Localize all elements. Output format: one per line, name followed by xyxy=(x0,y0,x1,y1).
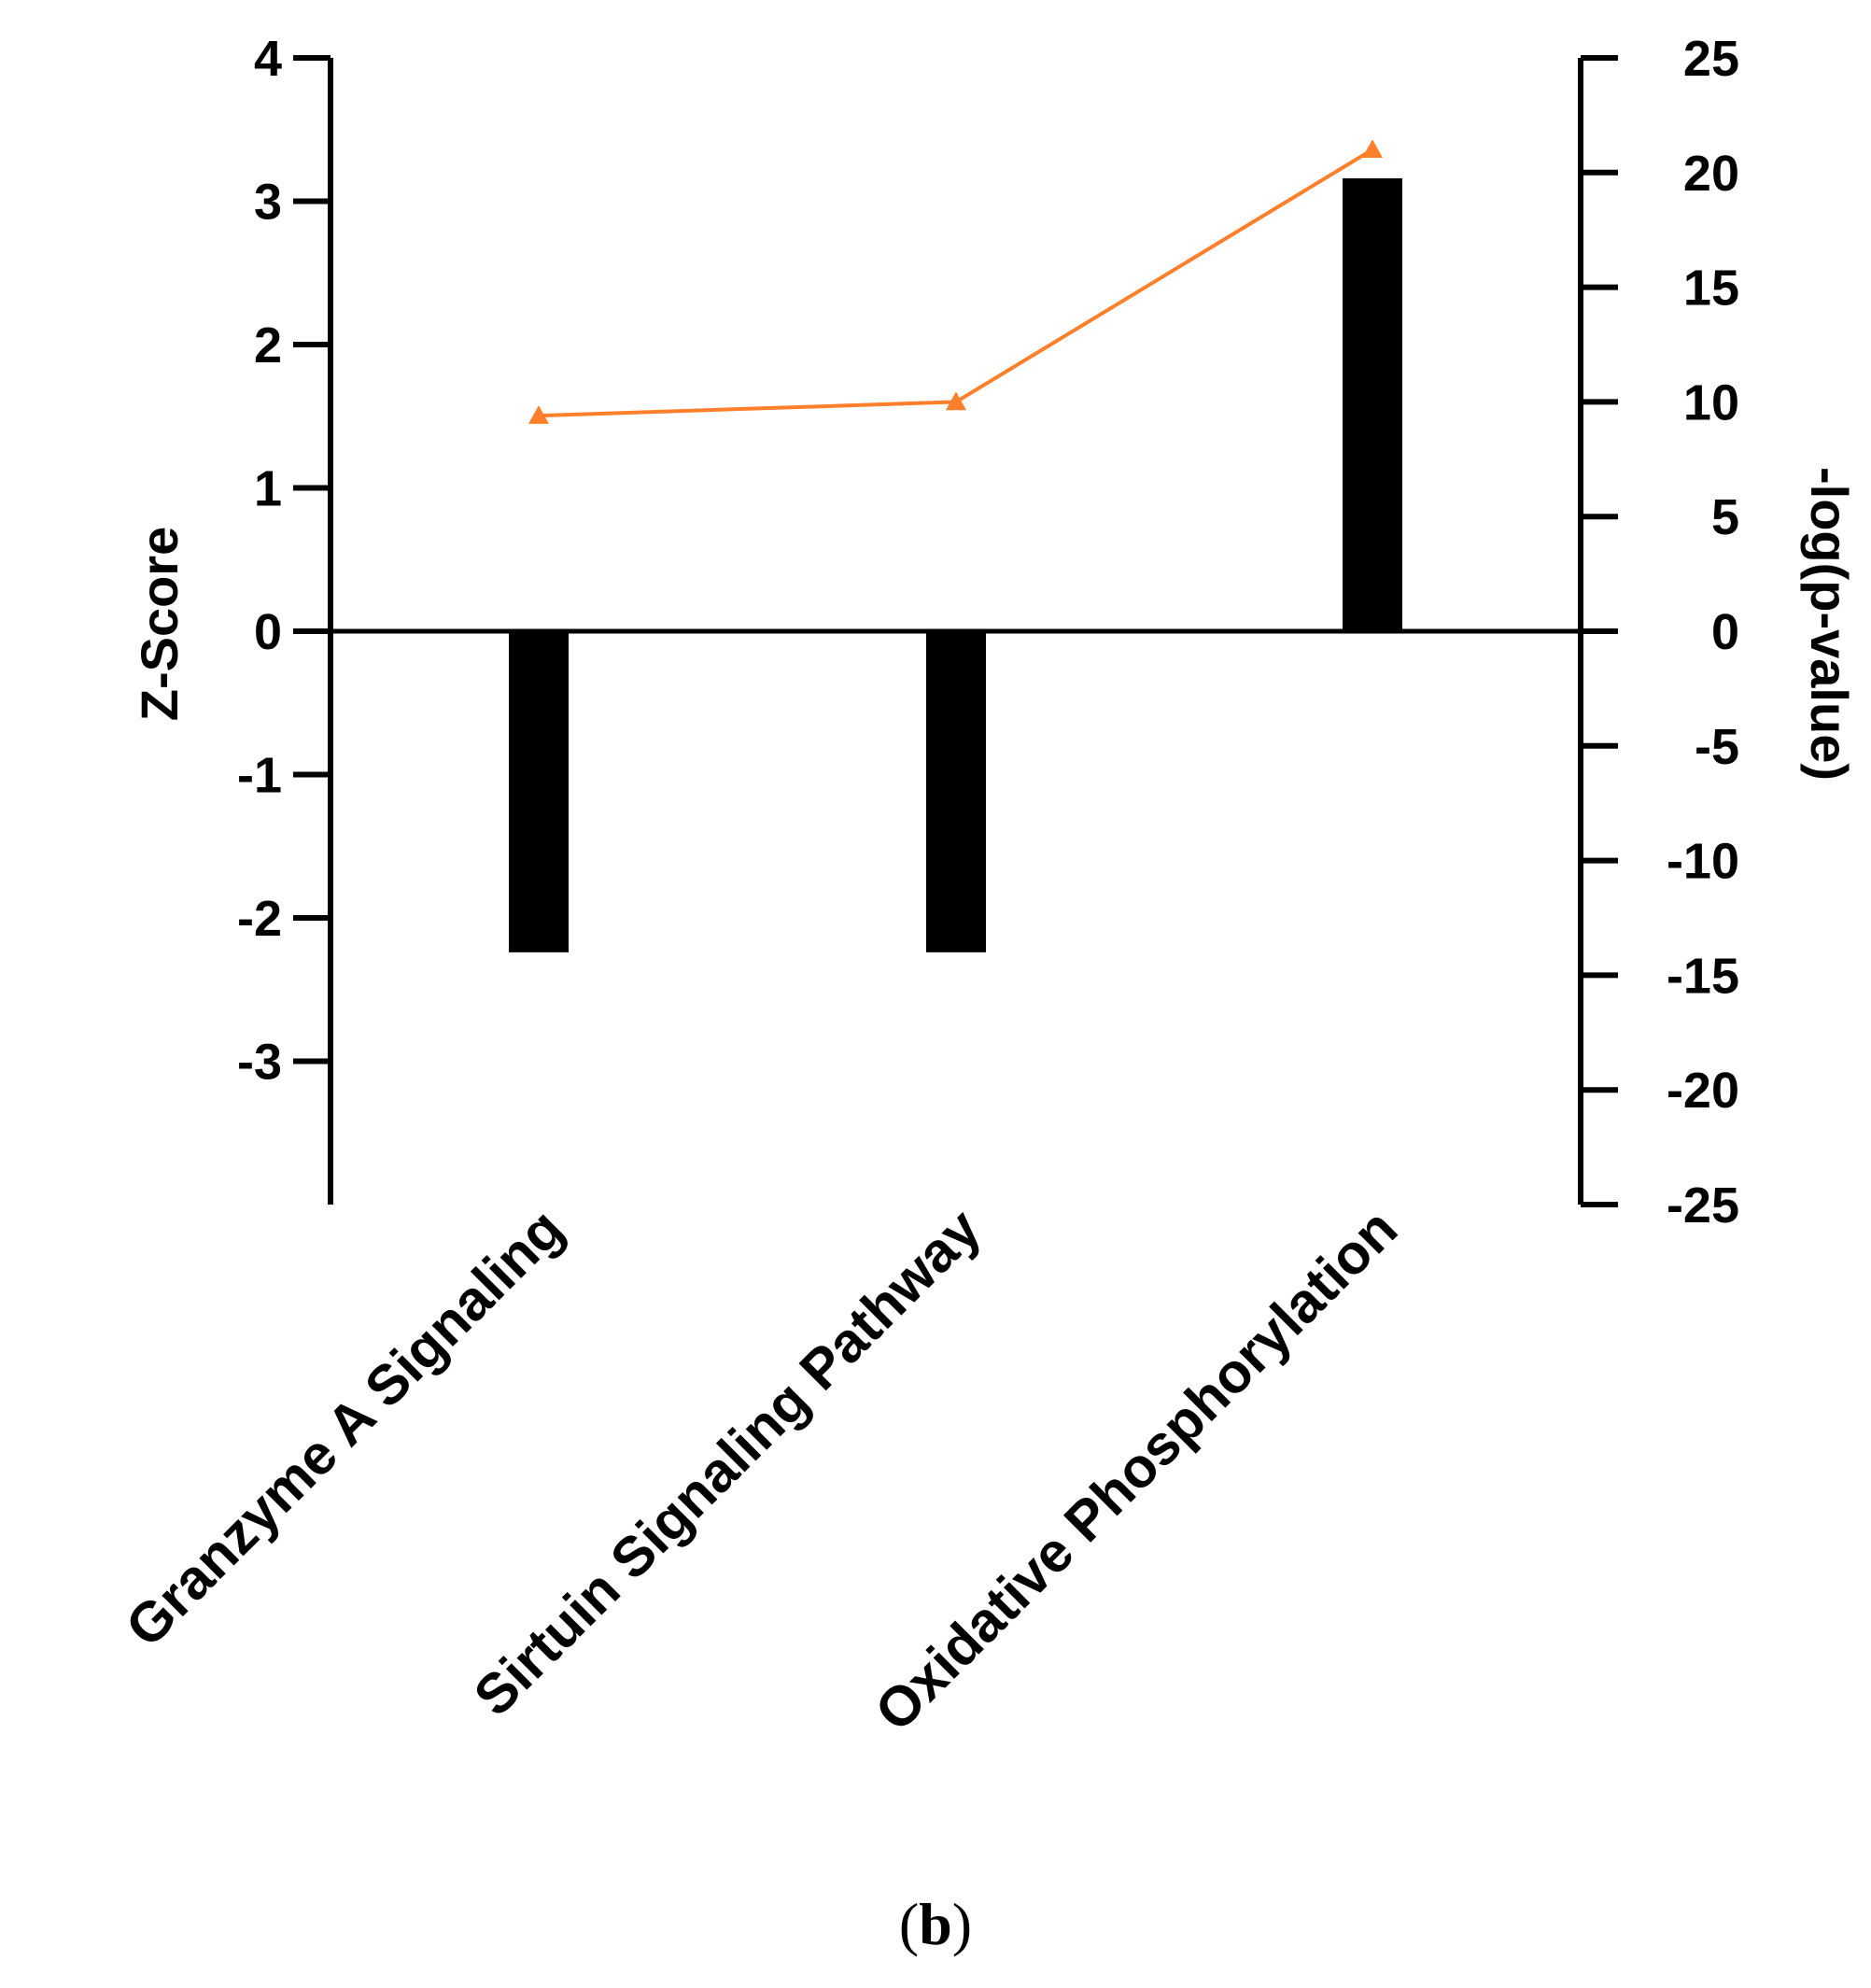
left-tick-label: -3 xyxy=(237,1035,282,1091)
bars xyxy=(509,177,1402,952)
pvalue-marker xyxy=(946,391,966,411)
left-tick-label: 2 xyxy=(254,317,282,374)
right-tick-label: 25 xyxy=(1683,31,1739,87)
left-tick-label: -2 xyxy=(237,891,282,947)
panel-label-open: ( xyxy=(899,1891,919,1957)
panel-label-close: ) xyxy=(952,1891,972,1957)
right-axis-title: -log(p-value) xyxy=(1800,467,1859,781)
bar xyxy=(509,631,569,952)
right-tick-label: 15 xyxy=(1683,261,1739,317)
right-tick-label: -10 xyxy=(1667,834,1739,890)
left-tick-label: -1 xyxy=(237,748,282,804)
left-tick-label: 4 xyxy=(254,31,282,87)
left-tick-labels: 4 3 2 1 0 -1 -2 -3 xyxy=(237,31,282,1091)
left-tick-label: 3 xyxy=(254,175,282,231)
right-tick-label: 0 xyxy=(1711,604,1739,660)
right-tick-labels: 25 20 15 10 5 0 -5 -10 -15 -20 -25 xyxy=(1667,31,1739,1234)
bar xyxy=(1343,177,1402,631)
panel-label: (b) xyxy=(899,1891,972,1957)
right-tick-label: -15 xyxy=(1667,948,1739,1004)
panel-label-letter: b xyxy=(919,1891,952,1957)
bar xyxy=(926,631,986,952)
pvalue-line xyxy=(538,148,1374,418)
left-tick-label: 0 xyxy=(254,604,282,660)
pvalue-marker xyxy=(1362,139,1383,159)
right-tick-label: -20 xyxy=(1667,1063,1739,1119)
right-tick-label: 10 xyxy=(1683,374,1739,430)
pvalue-marker xyxy=(528,405,549,424)
category-label: Granzyme A Signaling xyxy=(114,1197,576,1659)
right-tick-label: -5 xyxy=(1695,719,1739,775)
left-tick-label: 1 xyxy=(254,461,282,517)
right-tick-label: 20 xyxy=(1683,146,1739,202)
pvalue-line-layer xyxy=(528,139,1383,424)
left-axis-title: Z-Score xyxy=(130,527,189,722)
right-tick-label: -25 xyxy=(1667,1177,1739,1234)
right-tick-label: 5 xyxy=(1711,489,1739,545)
